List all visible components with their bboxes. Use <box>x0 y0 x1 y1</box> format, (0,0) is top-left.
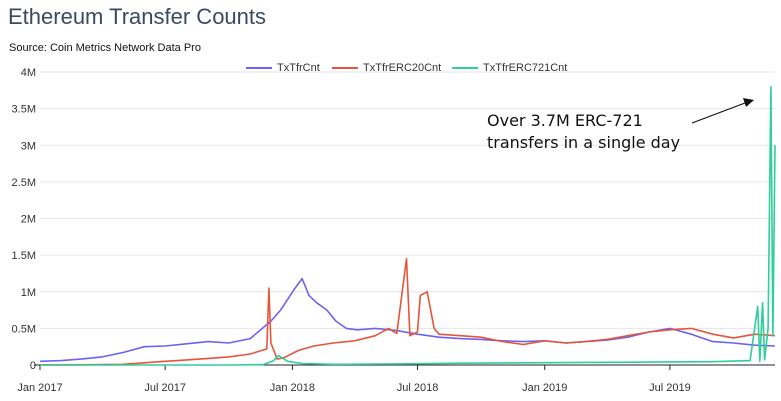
annotation-line-1: Over 3.7M ERC-721 <box>487 111 643 130</box>
legend-label-txtfrcnt: TxTfrCnt <box>277 62 320 74</box>
legend-label-txtfrerc20cnt: TxTfrERC20Cnt <box>363 62 442 74</box>
arrow-shaft <box>691 102 746 124</box>
y-tick-label: 1M <box>21 287 36 299</box>
chart-source: Source: Coin Metrics Network Data Pro <box>9 42 201 54</box>
legend-swatch-txtfrerc20cnt <box>332 67 358 69</box>
series-line-txtfrerc20cnt <box>39 258 776 366</box>
y-tick-label: 0.5M <box>12 323 36 335</box>
x-tick-label: Jul 2018 <box>397 382 439 394</box>
y-tick-label: 2M <box>21 214 36 226</box>
legend-item-txtfrcnt[interactable]: TxTfrCnt <box>246 62 320 74</box>
series-line-txtfrcnt <box>39 277 776 363</box>
legend: TxTfrCnt TxTfrERC20Cnt TxTfrERC721Cnt <box>0 62 781 78</box>
annotation-arrow <box>691 98 754 124</box>
y-tick-label: 0 <box>30 360 36 372</box>
legend-label-txtfrerc721cnt: TxTfrERC721Cnt <box>483 62 568 74</box>
series-lines <box>39 85 776 366</box>
legend-swatch-txtfrerc721cnt <box>452 67 478 69</box>
x-tick-label: Jul 2019 <box>649 382 691 394</box>
x-axis: Jan 2017 Jul 2017 Jan 2018 Jul 2018 Jan 2019… <box>17 364 775 394</box>
x-tick-label: Jul 2017 <box>144 382 186 394</box>
y-tick-label: 1.5M <box>12 250 36 262</box>
y-tick-label: 4M <box>21 67 36 79</box>
y-axis: 0 0.5M 1M 1.5M 2M 2.5M 3M 3.5M 4M <box>12 67 36 372</box>
legend-swatch-txtfrcnt <box>246 67 272 69</box>
y-tick-label: 3.5M <box>12 104 36 116</box>
chart-title: Ethereum Transfer Counts <box>8 4 267 29</box>
y-tick-label: 2.5M <box>12 177 36 189</box>
arrow-head <box>743 98 754 107</box>
x-tick-label: Jan 2017 <box>17 382 62 394</box>
annotation-line-2: transfers in a single day <box>487 133 681 152</box>
series-line-txtfrerc721cnt <box>40 85 776 366</box>
x-tick-label: Jan 2018 <box>270 382 315 394</box>
legend-item-txtfrerc20cnt[interactable]: TxTfrERC20Cnt <box>332 62 441 74</box>
x-tick-label: Jan 2019 <box>522 382 567 394</box>
annotation-text: Over 3.7M ERC-721 transfers in a single … <box>487 110 680 154</box>
legend-item-txtfrerc721cnt[interactable]: TxTfrERC721Cnt <box>452 62 567 74</box>
y-tick-label: 3M <box>21 140 36 152</box>
